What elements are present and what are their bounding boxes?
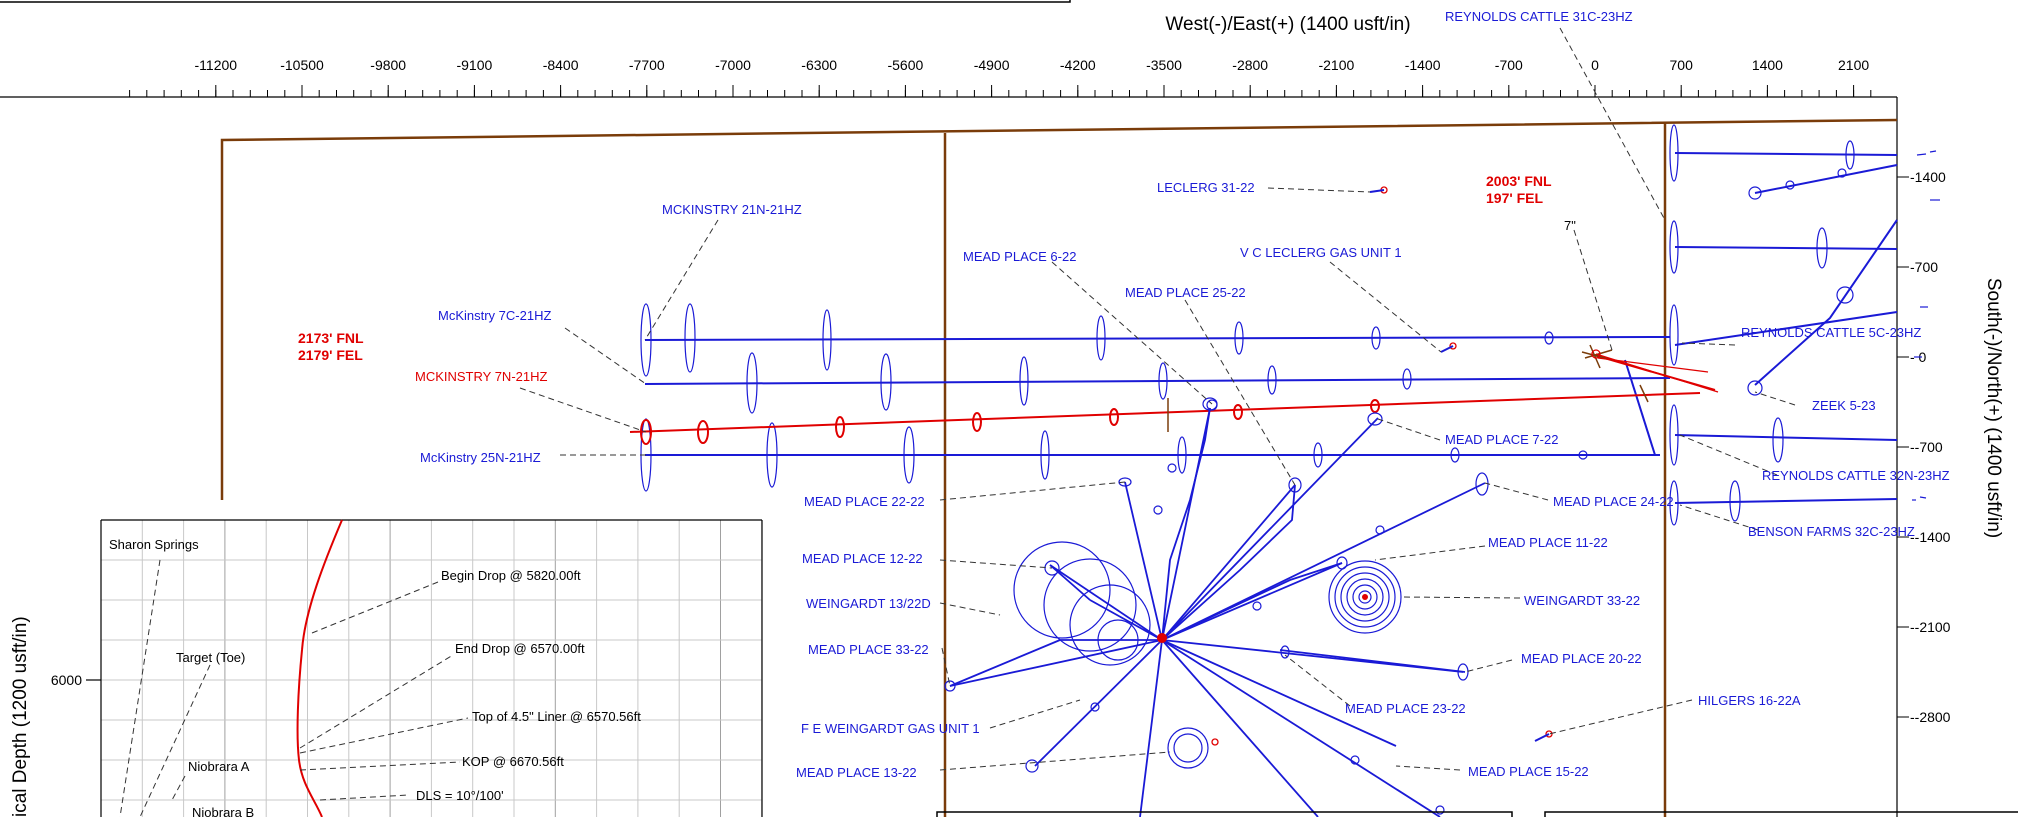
annotation-end-drop: End Drop @ 6570.00ft xyxy=(455,641,585,656)
casing-7in-label: 7" xyxy=(1564,218,1576,233)
label-mead-place-13-22: MEAD PLACE 13-22 xyxy=(796,765,917,780)
tvd-tick-6000: 6000 xyxy=(51,672,82,688)
x-tick-label: 2100 xyxy=(1838,57,1869,73)
label-mead-place-11-22: MEAD PLACE 11-22 xyxy=(1488,535,1608,550)
x-tick-label: -4900 xyxy=(974,57,1010,73)
label-reynolds-cattle-32n: REYNOLDS CATTLE 32N-23HZ xyxy=(1762,468,1950,483)
label-weingardt-33-22: WEINGARDT 33-22 xyxy=(1524,593,1640,608)
x-tick-label: -9800 xyxy=(370,57,406,73)
horizontal-laterals xyxy=(644,152,1898,504)
formation-target-toe: Target (Toe) xyxy=(176,650,245,665)
tvd-axis-title: ical Depth (1200 usft/in) xyxy=(10,616,31,817)
right-fnl-label: 2003' FNL xyxy=(1486,173,1552,189)
label-reynolds-cattle-5c: REYNOLDS CATTLE 5C-23HZ xyxy=(1741,325,1921,340)
annotation-top-liner: Top of 4.5" Liner @ 6570.56ft xyxy=(472,709,641,724)
label-reynolds-cattle-31c: REYNOLDS CATTLE 31C-23HZ xyxy=(1445,9,1633,24)
y-tick-label: --2800 xyxy=(1910,709,1951,725)
formation-sharon-springs: Sharon Springs xyxy=(109,537,199,552)
x-tick-label: -2100 xyxy=(1318,57,1354,73)
annotation-begin-drop: Begin Drop @ 5820.00ft xyxy=(441,568,581,583)
x-tick-label: -4200 xyxy=(1060,57,1096,73)
x-tick-label: -7700 xyxy=(629,57,665,73)
x-axis: -11200 -10500 -9800 -9100 -8400 -7700 -7000 -63… xyxy=(0,14,1897,98)
x-tick-label: -8400 xyxy=(543,57,579,73)
label-mckinstry-7c: McKinstry 7C-21HZ xyxy=(438,308,551,323)
y-tick-label: --700 xyxy=(1910,439,1943,455)
uncertainty-ellipses xyxy=(640,124,1855,526)
label-mckinstry-21n: MCKINSTRY 21N-21HZ xyxy=(662,202,802,217)
axis-edge-marks xyxy=(1912,150,1940,501)
y-tick-label: --2100 xyxy=(1910,619,1951,635)
tvd-profile-curve xyxy=(296,519,343,817)
label-benson-farms-32c: BENSON FARMS 32C-23HZ xyxy=(1748,524,1915,539)
formation-niobrara-b: Niobrara B xyxy=(192,805,254,817)
x-tick-label: -7000 xyxy=(715,57,751,73)
x-tick-label: -9100 xyxy=(456,57,492,73)
x-tick-label: 1400 xyxy=(1752,57,1783,73)
y-tick-label: --1400 xyxy=(1910,529,1951,545)
y-axis-title: South(-)/North(+) (1400 usft/in) xyxy=(1983,278,2004,538)
x-tick-label: 700 xyxy=(1670,57,1694,73)
label-hilgers-16-22a: HILGERS 16-22A xyxy=(1698,693,1801,708)
formation-niobrara-a: Niobrara A xyxy=(188,759,250,774)
bottom-box-left xyxy=(936,811,1513,817)
label-fe-weingardt: F E WEINGARDT GAS UNIT 1 xyxy=(801,721,980,736)
label-vc-leclerg: V C LECLERG GAS UNIT 1 xyxy=(1240,245,1402,260)
y-tick-label: -700 xyxy=(1910,259,1938,275)
x-tick-label: -1400 xyxy=(1405,57,1441,73)
label-mead-place-25-22: MEAD PLACE 25-22 xyxy=(1125,285,1246,300)
label-weingardt-13-22d: WEINGARDT 13/22D xyxy=(806,596,931,611)
label-mead-place-7-22: MEAD PLACE 7-22 xyxy=(1445,432,1558,447)
x-tick-label: -5600 xyxy=(887,57,923,73)
left-fnl-label: 2173' FNL xyxy=(298,330,364,346)
x-tick-label: 0 xyxy=(1591,57,1599,73)
label-mead-place-24-22: MEAD PLACE 24-22 xyxy=(1553,494,1674,509)
annotation-dls: DLS = 10°/100' xyxy=(416,788,504,803)
label-mckinstry-7n: MCKINSTRY 7N-21HZ xyxy=(415,369,547,384)
x-axis-title: West(-)/East(+) (1400 usft/in) xyxy=(1165,14,1410,35)
label-mead-place-23-22: MEAD PLACE 23-22 xyxy=(1345,701,1466,716)
lease-lines xyxy=(220,118,1898,817)
well-labels: REYNOLDS CATTLE 31C-23HZ LECLERG 31-22 M… xyxy=(415,9,1950,780)
mead-place-pad-wells xyxy=(949,407,1486,817)
label-zeek-5-23: ZEEK 5-23 xyxy=(1812,398,1876,413)
left-fel-label: 2179' FEL xyxy=(298,347,363,363)
label-mead-place-15-22: MEAD PLACE 15-22 xyxy=(1468,764,1589,779)
label-mckinstry-25n: McKinstry 25N-21HZ xyxy=(420,450,541,465)
bottom-box-right xyxy=(1544,811,2018,817)
label-mead-place-20-22: MEAD PLACE 20-22 xyxy=(1521,651,1642,666)
legend-box-fragment xyxy=(0,0,1071,3)
mead-place-pad-center xyxy=(1157,633,1167,643)
surface-location-labels: 2173' FNL 2179' FEL 2003' FNL 197' FEL 7… xyxy=(298,173,1576,363)
label-mead-place-6-22: MEAD PLACE 6-22 xyxy=(963,249,1076,264)
x-tick-label: -3500 xyxy=(1146,57,1182,73)
x-tick-label: -6300 xyxy=(801,57,837,73)
y-tick-label: -1400 xyxy=(1910,169,1946,185)
annotation-kop: KOP @ 6670.56ft xyxy=(462,754,564,769)
mead-place-markers xyxy=(944,397,1489,815)
x-tick-label: -2800 xyxy=(1232,57,1268,73)
label-mead-place-33-22: MEAD PLACE 33-22 xyxy=(808,642,929,657)
y-axis: -1400-700- 0--700--1400--2100--2800 Sout… xyxy=(1896,97,2004,817)
x-tick-label: -700 xyxy=(1495,57,1523,73)
leader-lines xyxy=(519,27,1796,771)
right-fel-label: 197' FEL xyxy=(1486,190,1543,206)
x-tick-label: -11200 xyxy=(195,57,238,73)
label-mead-place-12-22: MEAD PLACE 12-22 xyxy=(802,551,923,566)
vertical-section-inset: 6000 ical Depth (1200 usft/in) Sharon Sp… xyxy=(0,518,763,817)
x-tick-label: -10500 xyxy=(280,57,324,73)
label-leclerg-31-22: LECLERG 31-22 xyxy=(1157,180,1255,195)
label-mead-place-22-22: MEAD PLACE 22-22 xyxy=(804,494,925,509)
